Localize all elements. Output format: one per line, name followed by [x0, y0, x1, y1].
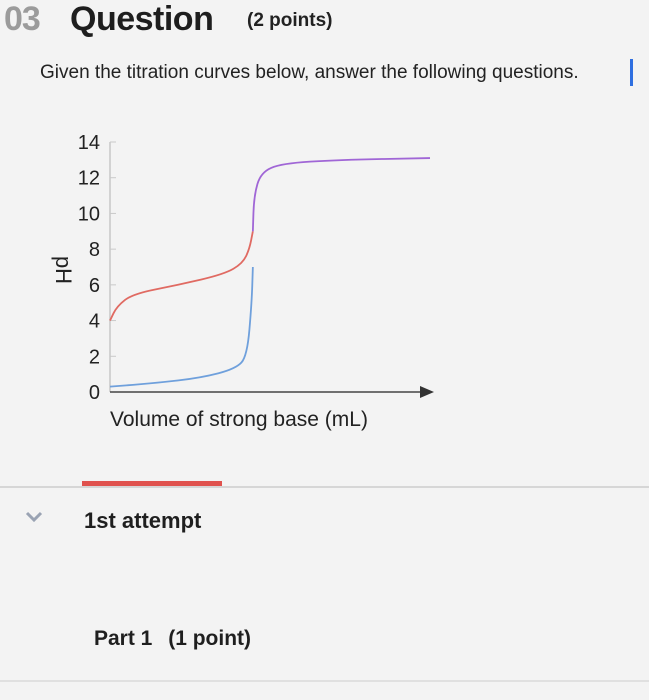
titration-curve-3 — [251, 157, 431, 232]
x-axis-label: Volume of strong base (mL) — [110, 408, 368, 431]
question-header: 03 Question (2 points) — [0, 0, 649, 50]
x-axis-arrowhead — [420, 386, 434, 398]
y-tick-label: 8 — [89, 239, 100, 261]
part-points: (1 point) — [168, 627, 252, 650]
y-tick-label: 6 — [89, 275, 100, 297]
question-points: (2 points) — [247, 10, 333, 31]
series-group — [109, 157, 431, 388]
attempt-label[interactable]: 1st attempt — [84, 508, 202, 533]
question-number: 03 — [4, 0, 41, 38]
chevron-down-icon[interactable] — [24, 510, 44, 524]
progress-accent-bar — [82, 481, 222, 487]
y-tick-label: 2 — [89, 346, 100, 368]
y-tick-label: 12 — [78, 168, 100, 190]
titration-chart: 14 12 10 8 6 4 2 0 pH Volume of strong base (mL… — [51, 132, 434, 431]
y-tick-labels: 14 12 10 8 6 4 2 0 — [78, 132, 116, 404]
y-tick-label: 4 — [89, 311, 100, 333]
section-divider — [0, 486, 649, 488]
y-tick-label: 10 — [78, 203, 100, 225]
y-axis-label: pH — [51, 256, 76, 284]
bottom-divider — [0, 680, 649, 682]
question-title: Question — [70, 0, 214, 38]
y-tick-label: 0 — [89, 382, 100, 404]
titration-curve-2 — [109, 231, 254, 321]
part-heading: Part 1 (1 point) — [94, 627, 251, 651]
titration-curve-1 — [109, 266, 254, 388]
y-tick-label: 14 — [78, 132, 100, 154]
question-prompt: Given the titration curves below, answer… — [40, 62, 579, 83]
text-cursor — [630, 59, 633, 86]
part-label: Part 1 — [94, 627, 153, 650]
